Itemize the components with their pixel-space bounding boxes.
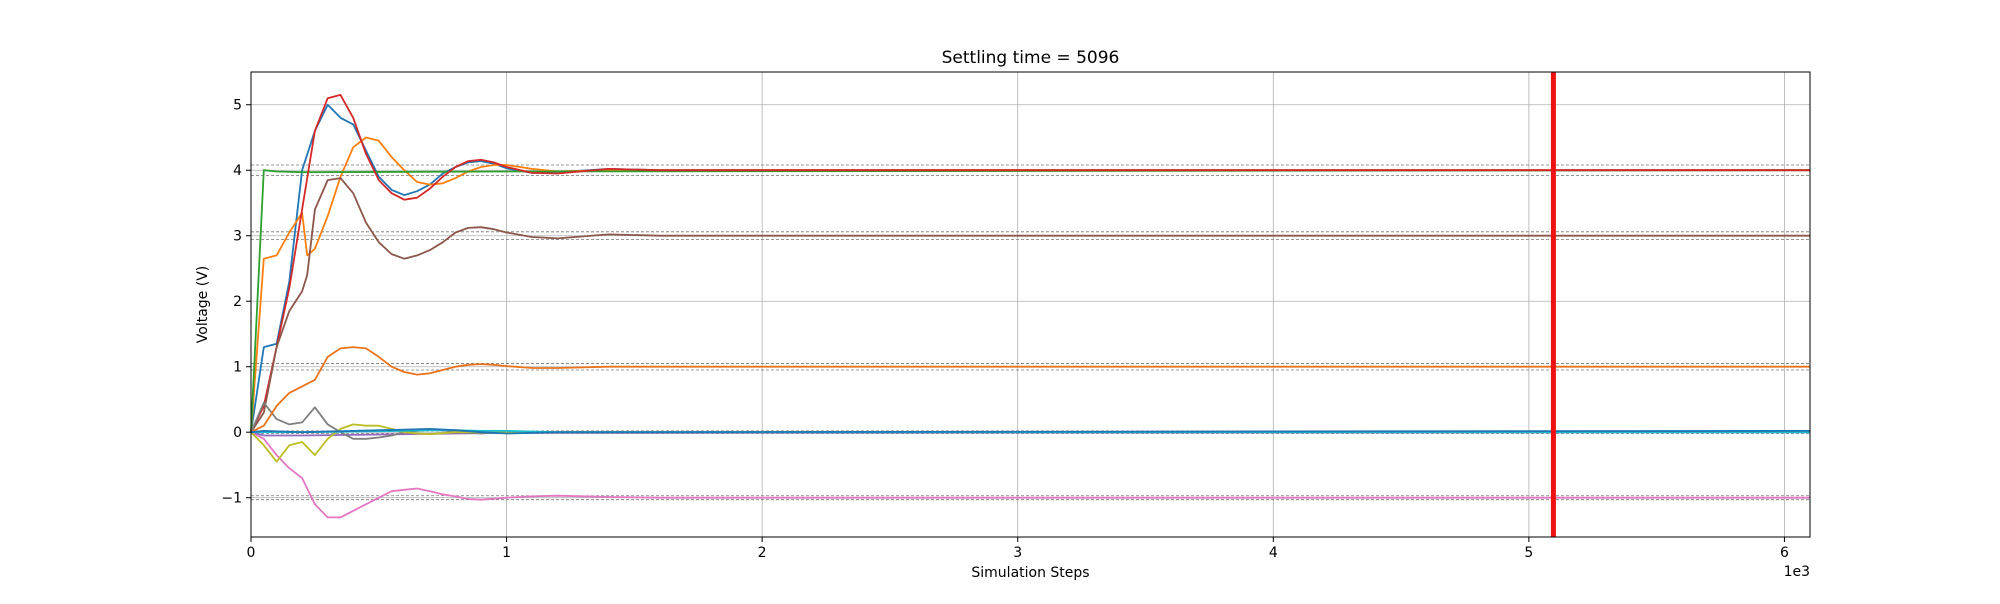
tolerance-band-layer bbox=[251, 164, 1810, 501]
series-line bbox=[250, 423, 1811, 463]
series-line bbox=[250, 431, 1810, 519]
series-line bbox=[250, 103, 1810, 433]
x-tick-label: 2 bbox=[758, 545, 767, 561]
grid-layer bbox=[250, 72, 1810, 537]
tick-layer: 0 1 2 3 4 5 6 −1 0 1 2 3 4 5 bbox=[221, 98, 1789, 561]
y-tick-label: −1 bbox=[221, 491, 242, 507]
series-line bbox=[250, 169, 1811, 433]
x-axis-label: Simulation Steps bbox=[971, 565, 1089, 581]
series-line bbox=[250, 427, 1811, 435]
y-axis-label: Voltage (V) bbox=[195, 266, 211, 343]
y-tick-label: 4 bbox=[233, 163, 242, 179]
series-line bbox=[250, 177, 1810, 433]
y-tick-label: 0 bbox=[233, 425, 242, 441]
chart-title: Settling time = 5096 bbox=[942, 48, 1120, 68]
series-layer bbox=[250, 94, 1811, 519]
y-tick-label: 1 bbox=[233, 360, 242, 376]
plot-frame bbox=[250, 71, 1811, 538]
series-line bbox=[250, 346, 1810, 434]
series-line bbox=[250, 94, 1810, 433]
series-line bbox=[250, 136, 1810, 433]
y-tick-label: 5 bbox=[233, 98, 242, 114]
x-axis-offset-text: 1e3 bbox=[1784, 564, 1810, 580]
y-tick-label: 2 bbox=[233, 294, 242, 310]
y-tick-label: 3 bbox=[233, 229, 242, 245]
x-tick-label: 6 bbox=[1780, 545, 1789, 561]
x-tick-label: 0 bbox=[247, 545, 256, 561]
x-tick-label: 3 bbox=[1013, 545, 1022, 561]
x-tick-label: 4 bbox=[1269, 545, 1278, 561]
x-tick-label: 1 bbox=[502, 545, 511, 561]
x-tick-label: 5 bbox=[1524, 545, 1533, 561]
